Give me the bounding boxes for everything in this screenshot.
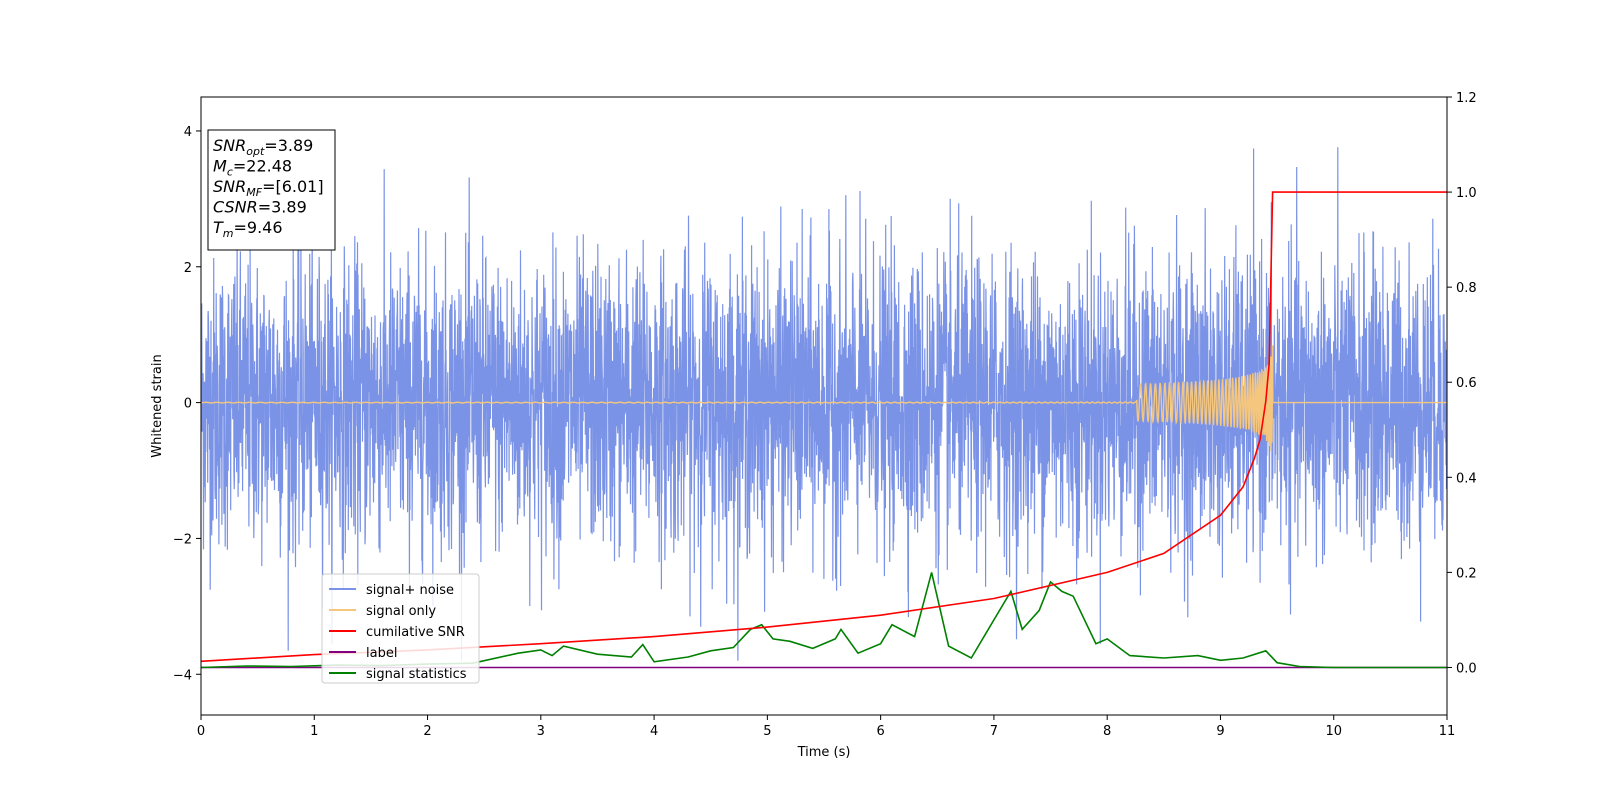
y2-tick-label: 1.2 [1456, 91, 1477, 106]
x-tick-label: 4 [650, 724, 658, 739]
signal-noise-line [201, 147, 1447, 661]
legend: signal+ noise signal only cumilative SNR la… [321, 573, 480, 684]
x-axis-label: Time (s) [797, 745, 851, 760]
x-tick-label: 9 [1216, 724, 1224, 739]
y2-axis-ticks: 0.0 0.2 0.4 0.6 0.8 1.0 1.2 [1447, 91, 1477, 676]
cumilative-snr-line [201, 191, 1447, 663]
x-tick-label: 10 [1325, 724, 1342, 739]
info-box: SNRopt=3.89Mc=22.48SNRMF=[6.01]CSNR=3.89… [207, 129, 336, 251]
legend-label: label [366, 646, 397, 661]
info-line: CSNR=3.89 [213, 198, 307, 217]
legend-label: signal+ noise [366, 583, 454, 598]
y-tick-label: 0 [184, 397, 192, 412]
signal-only-series [201, 345, 1447, 452]
y2-tick-label: 0.4 [1456, 471, 1477, 486]
y-tick-label: −2 [173, 532, 192, 547]
info-box-frame [207, 129, 336, 251]
y-tick-label: 2 [184, 261, 192, 276]
signal-statistics-line [201, 572, 1447, 669]
y2-tick-label: 0.6 [1456, 376, 1477, 391]
legend-frame [321, 573, 480, 684]
x-tick-label: 3 [537, 724, 545, 739]
legend-label: cumilative SNR [366, 625, 465, 640]
x-tick-label: 2 [423, 724, 431, 739]
x-tick-label: 6 [876, 724, 884, 739]
signal-only-line [201, 345, 1447, 452]
x-axis-ticks: 0 1 2 3 4 5 6 7 8 9 10 11 [197, 715, 1455, 739]
legend-label: signal statistics [366, 667, 467, 682]
y-tick-label: −4 [173, 668, 192, 683]
y-axis-ticks: −4 −2 0 2 4 [173, 125, 201, 683]
y-axis-label: Whitened strain [150, 354, 165, 457]
x-tick-label: 1 [310, 724, 318, 739]
plot-frame [200, 96, 1448, 716]
x-tick-label: 5 [763, 724, 771, 739]
y-tick-label: 4 [184, 125, 192, 140]
x-tick-label: 8 [1103, 724, 1111, 739]
x-tick-label: 0 [197, 724, 205, 739]
y2-tick-label: 0.0 [1456, 661, 1477, 676]
info-line: Tm=9.46 [213, 218, 283, 240]
y2-tick-label: 0.2 [1456, 566, 1477, 581]
x-tick-label: 11 [1439, 724, 1456, 739]
y2-tick-label: 0.8 [1456, 281, 1477, 296]
info-line: Mc=22.48 [213, 157, 292, 179]
legend-label: signal only [366, 604, 436, 619]
signal-noise-series [201, 147, 1447, 661]
info-line: SNRopt=3.89 [213, 136, 313, 158]
x-tick-label: 7 [990, 724, 998, 739]
info-line: SNRMF=[6.01] [213, 177, 324, 199]
y2-tick-label: 1.0 [1456, 186, 1477, 201]
